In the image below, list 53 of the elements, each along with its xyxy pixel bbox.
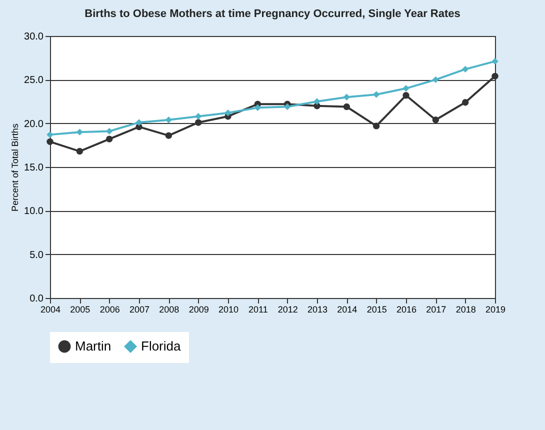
- point: [343, 103, 350, 110]
- point: [76, 148, 84, 155]
- x-tick-label: 2016: [396, 304, 417, 314]
- legend-label: Martin: [75, 338, 112, 354]
- point: [165, 132, 172, 139]
- point: [314, 98, 320, 105]
- point: [136, 119, 142, 126]
- x-tick-label: 2005: [70, 304, 90, 314]
- x-tick-label: 2017: [426, 304, 446, 314]
- point: [492, 58, 498, 65]
- point: [432, 116, 440, 124]
- x-tick-label: 2008: [159, 304, 180, 314]
- point: [284, 103, 291, 110]
- x-tick-label: 2009: [188, 304, 209, 314]
- legend-label: Florida: [141, 338, 182, 354]
- x-tick-label: 2004: [40, 304, 61, 314]
- point: [254, 104, 262, 111]
- y-tick-label: 5.0: [30, 250, 44, 261]
- point: [462, 66, 469, 73]
- point: [402, 85, 410, 92]
- x-tick-label: 2012: [278, 304, 298, 314]
- point: [372, 91, 380, 98]
- point: [343, 94, 350, 100]
- point: [224, 110, 232, 116]
- y-tick-label: 15.0: [24, 162, 44, 174]
- y-axis-title: Percent of Total Births: [10, 123, 20, 212]
- y-tick-label: 0.0: [30, 294, 44, 304]
- point: [165, 116, 172, 124]
- point: [106, 136, 113, 142]
- point: [492, 72, 498, 80]
- point: [462, 99, 469, 106]
- point: [106, 128, 113, 135]
- chart-title: Births to Obese Mothers at time Pregnancy Occurred, Single Year Rates: [84, 8, 460, 20]
- point: [402, 92, 410, 99]
- point: [194, 112, 202, 120]
- point: [372, 122, 380, 130]
- x-tick-label: 2007: [129, 304, 150, 314]
- point: [194, 119, 202, 126]
- point: [46, 131, 54, 138]
- y-tick-label: 20.0: [24, 118, 44, 130]
- x-tick-label: 2011: [248, 304, 268, 314]
- y-tick-label: 30.0: [24, 32, 44, 42]
- y-tick-label: 25.0: [24, 75, 44, 86]
- point: [46, 138, 54, 146]
- x-tick-label: 2010: [218, 304, 239, 314]
- x-tick-label: 2018: [456, 304, 476, 314]
- x-tick-label: 2013: [307, 304, 328, 314]
- x-tick-label: 2015: [366, 304, 387, 314]
- x-tick-label: 2014: [337, 304, 358, 314]
- y-tick-label: 10.0: [24, 206, 44, 218]
- x-tick-label: 2019: [485, 304, 506, 314]
- point: [432, 76, 440, 84]
- x-tick-label: 2006: [100, 304, 120, 314]
